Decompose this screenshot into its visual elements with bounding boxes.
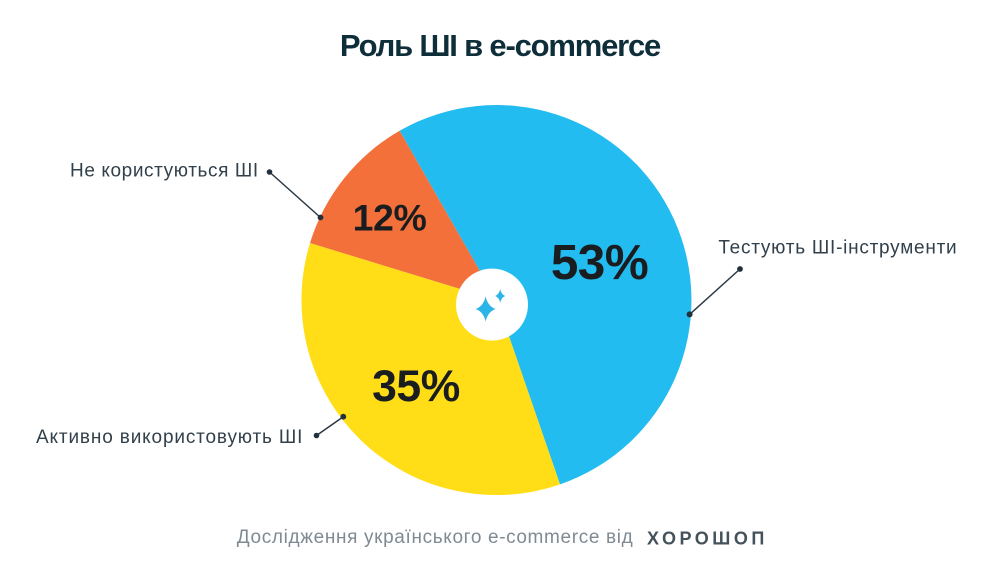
- svg-text:53%: 53%: [551, 235, 648, 290]
- svg-text:Активно використовують ШІ: Активно використовують ШІ: [36, 427, 303, 448]
- svg-text:Роль ШІ в e-commerce: Роль ШІ в e-commerce: [340, 28, 661, 63]
- svg-text:35%: 35%: [372, 362, 460, 411]
- svg-text:Не користуються ШІ: Не користуються ШІ: [70, 161, 259, 182]
- svg-text:Тестують ШІ-інструменти: Тестують ШІ-інструменти: [718, 238, 957, 259]
- svg-text:12%: 12%: [353, 197, 427, 239]
- svg-text:Дослідження українського e-com: Дослідження українського e-commerce від: [237, 527, 634, 548]
- svg-text:ХОРОШОП: ХОРОШОП: [647, 528, 768, 548]
